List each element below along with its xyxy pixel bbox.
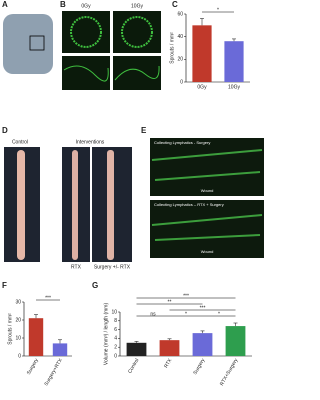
y-tick-label: 6 [114, 327, 117, 333]
micrograph [150, 200, 264, 258]
inset-box [29, 35, 45, 51]
x-tick-label: RTX+Surgery [219, 357, 240, 387]
photo-label: Surgery +/- RTX [94, 264, 131, 270]
micrographs [62, 11, 161, 90]
panel-letter: A [2, 0, 8, 9]
bar [126, 342, 147, 356]
y-tick-label: 10 [15, 335, 21, 341]
y-tick-label: 8 [114, 318, 117, 324]
image-label: Wound [201, 249, 214, 254]
vessel [151, 214, 263, 241]
x-tick-label: Surgery [192, 357, 206, 376]
y-axis-label: Sprouts / mm² [7, 313, 13, 345]
y-axis-label: Volume (mm³) / length (mm) [103, 303, 109, 366]
y-axis-label: Sprouts / mm² [169, 32, 175, 64]
significance-label: * [218, 311, 220, 317]
panel-letter: D [2, 126, 8, 135]
bar [52, 343, 68, 356]
significance-label: * [217, 7, 219, 13]
panel-letter: C [172, 0, 178, 9]
y-tick-label: 0 [114, 353, 117, 359]
significance-label: ns [150, 311, 156, 317]
x-tick-label: RTX [163, 357, 173, 369]
panel-letter: E [141, 126, 147, 135]
y-tick-label: 4 [114, 336, 117, 342]
bar [159, 340, 180, 356]
y-tick-label: 0 [18, 353, 21, 359]
photo-label: Interventions [76, 139, 105, 145]
x-tick-label: Surgery [26, 357, 40, 376]
vessel [151, 149, 263, 181]
x-tick-label: Control [127, 358, 140, 375]
y-tick-label: 2 [114, 345, 117, 351]
micrograph [150, 138, 264, 196]
x-tick-label: 10Gy [228, 84, 240, 90]
x-tick-label: Surgery+RTX [44, 357, 65, 387]
y-tick-label: 20 [177, 57, 183, 63]
significance-label: ** [168, 299, 172, 305]
photos [4, 147, 132, 262]
column-header: 10Gy [131, 3, 143, 9]
panel-letter: G [92, 281, 98, 290]
significance-label: * [185, 311, 187, 317]
image-title: Collecting Lymphatics – RTX + Surgery [154, 202, 224, 207]
image-title: Collecting Lymphatics - Surgery [154, 140, 210, 145]
bar [225, 326, 246, 356]
significance-label: *** [200, 305, 206, 311]
y-tick-label: 20 [15, 317, 21, 323]
photo-label: Control [12, 139, 28, 145]
photo [3, 14, 53, 74]
x-tick-label: 0Gy [197, 84, 207, 90]
y-tick-label: 30 [15, 299, 21, 305]
photo-label: RTX [71, 264, 82, 270]
column-header: 0Gy [81, 3, 91, 9]
bar [192, 25, 212, 82]
y-tick-label: 10 [111, 309, 117, 315]
image-label: Wound [201, 188, 214, 193]
y-tick-label: 40 [177, 34, 183, 40]
bar [192, 333, 213, 356]
y-tick-label: 60 [177, 11, 183, 17]
significance-label: *** [183, 293, 189, 299]
figure: A B 0Gy 10Gy C D Control Interventions R… [2, 0, 264, 387]
significance-label: *** [45, 295, 51, 301]
panel-letter: B [60, 0, 66, 9]
bar [224, 41, 244, 82]
bar [28, 318, 44, 356]
y-tick-label: 0 [180, 79, 183, 85]
panel-letter: F [2, 281, 7, 290]
